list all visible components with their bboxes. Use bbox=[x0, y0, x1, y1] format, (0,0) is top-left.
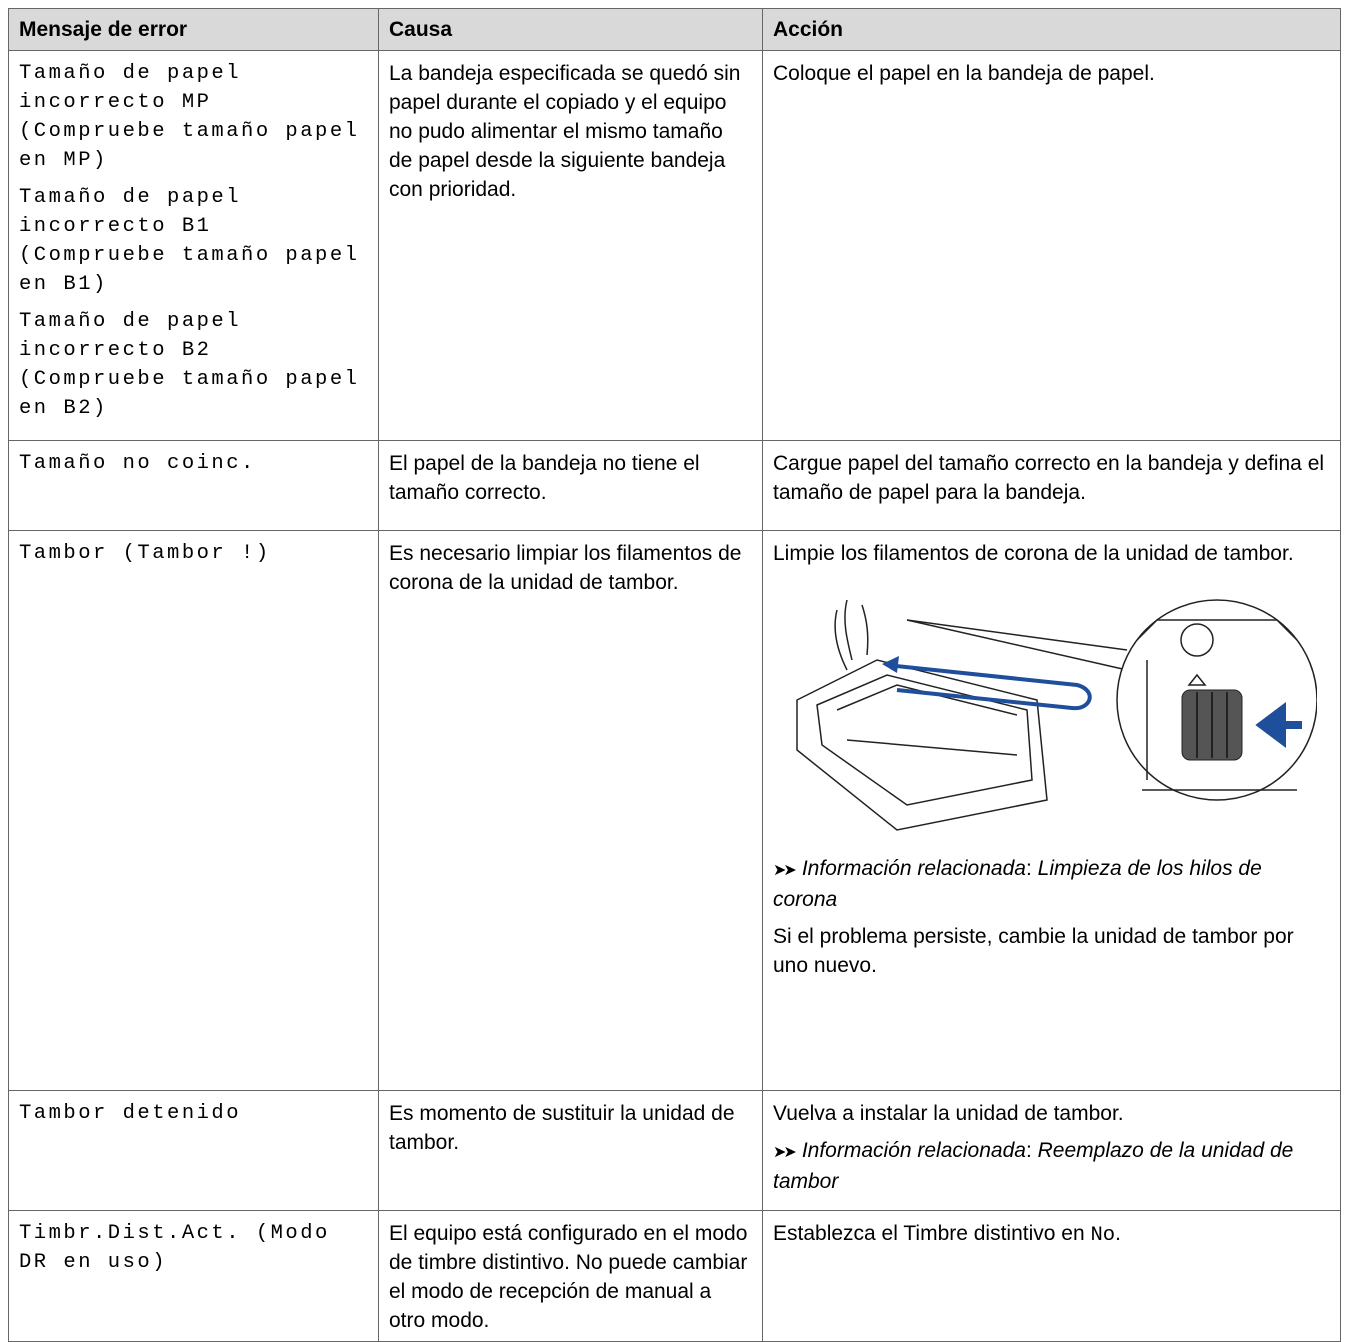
related-label: Información relacionada bbox=[801, 857, 1026, 880]
cause-cell: El papel de la bandeja no tiene el tamañ… bbox=[378, 440, 763, 531]
illustration bbox=[796, 599, 1317, 831]
cause-cell: El equipo está configurado en el modo de… bbox=[378, 1210, 763, 1342]
action-text: Vuelva a instalar la unidad de tambor. bbox=[773, 1102, 1124, 1125]
header-cell: Mensaje de error bbox=[8, 8, 379, 51]
code: No bbox=[1090, 1224, 1116, 1247]
related-link[interactable]: Reemplazo de la unidad de tambor bbox=[773, 1139, 1294, 1193]
row: Tambor (Tambor !) Es necesario limpiar l… bbox=[8, 530, 1341, 1091]
row: Tamaño no coinc. El papel de la bandeja … bbox=[8, 440, 1341, 531]
header-row: Mensaje de error Causa Acción bbox=[8, 8, 1341, 51]
error-message: Tamaño de papel incorrecto B1 (Compruebe… bbox=[19, 186, 360, 296]
separator: : bbox=[1025, 857, 1032, 880]
error-cell: Tambor detenido bbox=[8, 1090, 379, 1211]
error-table: Mensaje de error Causa Acción Tamaño de … bbox=[8, 8, 1341, 1342]
action-cell: Coloque el papel en la bandeja de papel. bbox=[762, 50, 1341, 441]
related-label: Información relacionada bbox=[801, 1139, 1026, 1162]
page: Mensaje de error Causa Acción Tamaño de … bbox=[8, 8, 1341, 1342]
action-cell: Vuelva a instalar la unidad de tambor. ➤… bbox=[762, 1090, 1341, 1211]
row: Tambor detenido Es momento de sustituir … bbox=[8, 1090, 1341, 1211]
action-text: Limpie los filamentos de corona de la un… bbox=[773, 542, 1294, 565]
related-link[interactable]: Limpieza de los hilos de corona bbox=[773, 857, 1262, 911]
arrow-icon: ➤➤ bbox=[773, 862, 797, 879]
action-text: Si el problema persiste, cambie la unida… bbox=[773, 925, 1294, 977]
error-message: Timbr.Dist.Act. (Modo DR en uso) bbox=[19, 1222, 330, 1274]
action-cell: Establezca el Timbre distintivo en No. bbox=[762, 1210, 1341, 1342]
action-text: Cargue papel del tamaño correcto en la b… bbox=[773, 452, 1325, 504]
row: Tamaño de papel incorrecto MP (Compruebe… bbox=[8, 50, 1341, 441]
error-message: Tamaño no coinc. bbox=[19, 452, 256, 475]
cause-cell: Es momento de sustituir la unidad de tam… bbox=[378, 1090, 763, 1211]
related-info[interactable]: ➤➤ Información relacionada: Limpieza de l… bbox=[773, 854, 1330, 914]
action-text: Coloque el papel en la bandeja de papel. bbox=[773, 62, 1155, 85]
error-cell: Timbr.Dist.Act. (Modo DR en uso) bbox=[8, 1210, 379, 1342]
action-cell: Limpie los filamentos de corona de la un… bbox=[762, 530, 1341, 1091]
related-info[interactable]: ➤➤ Información relacionada: Reemplazo de … bbox=[773, 1136, 1330, 1196]
cause-cell: La bandeja especificada se quedó sin pap… bbox=[378, 50, 763, 441]
arrow-icon: ➤➤ bbox=[773, 1144, 797, 1161]
separator: : bbox=[1025, 1139, 1032, 1162]
error-cell: Tamaño de papel incorrecto MP (Compruebe… bbox=[8, 50, 379, 441]
row: Timbr.Dist.Act. (Modo DR en uso) El equi… bbox=[8, 1210, 1341, 1342]
cause-cell: Es necesario limpiar los filamentos de c… bbox=[378, 530, 763, 1091]
error-cell: Tambor (Tambor !) bbox=[8, 530, 379, 1091]
error-cell: Tamaño no coinc. bbox=[8, 440, 379, 531]
error-message: Tambor detenido bbox=[19, 1102, 242, 1125]
text: Establezca el Timbre distintivo en bbox=[773, 1222, 1091, 1245]
header-cell: Acción bbox=[762, 8, 1341, 51]
action-cell: Cargue papel del tamaño correcto en la b… bbox=[762, 440, 1341, 531]
error-message: Tamaño de papel incorrecto MP (Compruebe… bbox=[19, 62, 360, 172]
text: . bbox=[1115, 1222, 1121, 1245]
action-text: Establezca el Timbre distintivo en No. bbox=[773, 1219, 1330, 1250]
header-cell: Causa bbox=[378, 8, 763, 51]
error-message: Tamaño de papel incorrecto B2 (Compruebe… bbox=[19, 310, 360, 420]
error-message: Tambor (Tambor !) bbox=[19, 542, 271, 565]
